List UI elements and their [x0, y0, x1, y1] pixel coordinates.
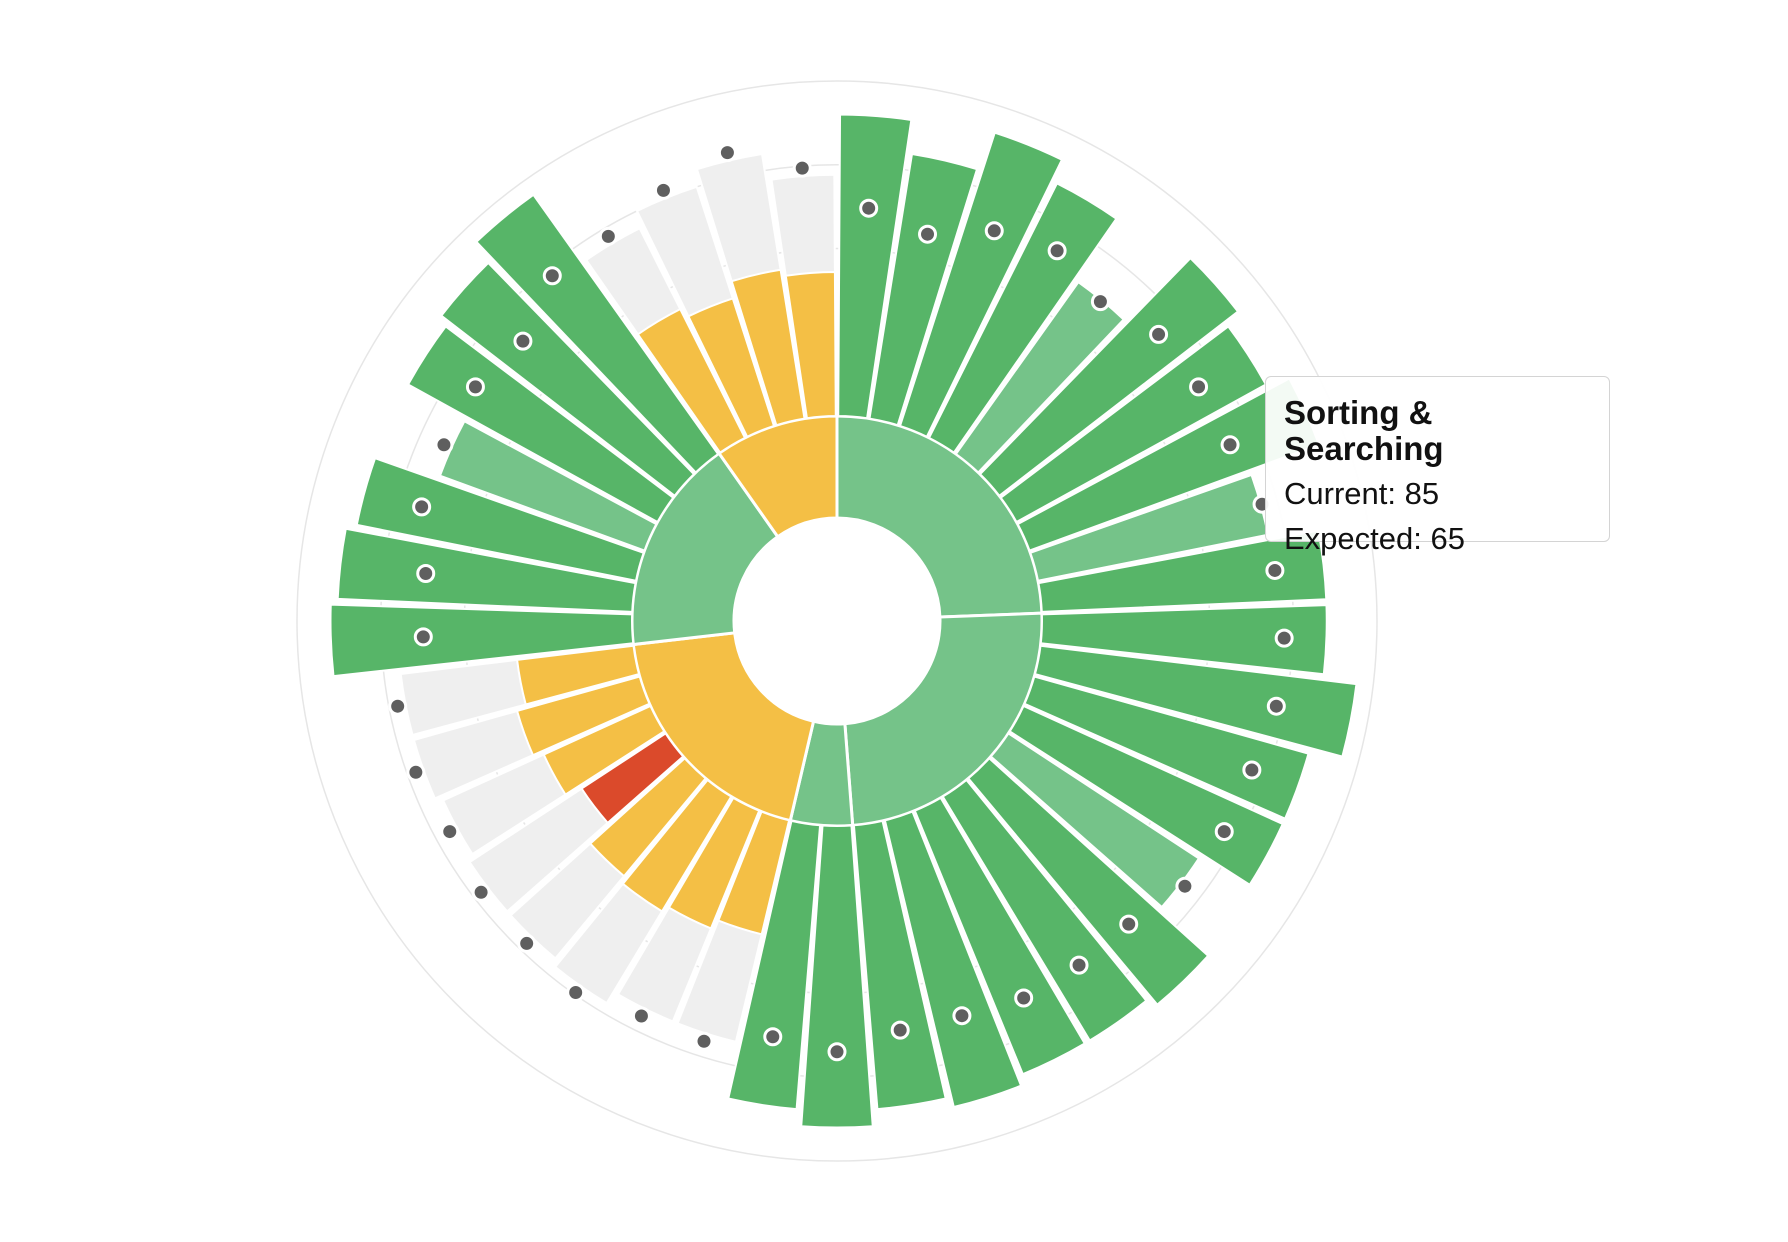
- expected-marker-25: [566, 983, 586, 1003]
- bar-30: [515, 644, 641, 706]
- expected-marker-33: [412, 497, 432, 517]
- expected-marker-34: [434, 435, 454, 455]
- bar-15: [989, 732, 1201, 909]
- bar-20: [852, 819, 947, 1111]
- grid-circle-3: [296, 80, 1378, 1162]
- expected-marker-35: [465, 377, 485, 397]
- expected-marker-40: [717, 143, 737, 163]
- bar-36: [439, 261, 696, 498]
- skill-bars: [329, 113, 1358, 1129]
- bar-2: [868, 152, 979, 427]
- tooltip-title: Sorting & Searching: [1284, 394, 1444, 467]
- expected-marker-28: [440, 822, 460, 842]
- expected-marker-39: [653, 180, 673, 200]
- expected-marker-26: [517, 933, 537, 953]
- expected-marker-21: [827, 1042, 847, 1062]
- expected-marker-15: [1175, 876, 1195, 896]
- expected-marker-29: [406, 762, 426, 782]
- bar-1: [837, 113, 913, 420]
- expected-marker-23: [694, 1031, 714, 1051]
- bar-27: [580, 732, 685, 825]
- tooltip-expected: Expected: 65: [1284, 521, 1465, 556]
- expected-marker-24: [631, 1006, 651, 1026]
- expected-marker-1: [859, 198, 879, 218]
- expected-marker-6: [1149, 324, 1169, 344]
- expected-marker-17: [1069, 955, 1089, 975]
- bar-17: [941, 778, 1148, 1042]
- tooltip-current: Current: 85: [1284, 476, 1440, 511]
- bar-13: [1023, 675, 1310, 820]
- bar-38: [636, 307, 747, 455]
- expected-marker-14: [1214, 822, 1234, 842]
- bar-3: [898, 131, 1064, 439]
- expected-marker-32: [416, 564, 436, 584]
- bar-25: [621, 778, 733, 913]
- expected-marker-13: [1242, 760, 1262, 780]
- bar-21: [800, 824, 874, 1129]
- expected-marker-7: [1189, 377, 1209, 397]
- expected-marker-19: [952, 1006, 972, 1026]
- expected-marker-41: [792, 158, 812, 178]
- category-sectors: [630, 414, 1044, 828]
- bar-40: [730, 268, 806, 427]
- bar-18: [913, 796, 1087, 1076]
- expected-markers: [388, 143, 1294, 1062]
- bar-16: [966, 756, 1210, 1007]
- expected-marker-31: [413, 627, 433, 647]
- bar-14: [1008, 704, 1285, 887]
- bar-7: [999, 325, 1268, 524]
- bar-12: [1033, 644, 1358, 758]
- expected-marker-22: [763, 1027, 783, 1047]
- bar-32: [336, 527, 637, 613]
- expected-marker-30: [388, 696, 408, 716]
- expected-marker-20: [890, 1020, 910, 1040]
- bar-19: [883, 810, 1023, 1109]
- bar-34: [438, 419, 658, 552]
- bar-10: [1037, 529, 1328, 613]
- expected-marker-12: [1266, 696, 1286, 716]
- bar-23: [717, 810, 791, 936]
- bar-11: [1039, 604, 1328, 676]
- expected-marker-16: [1119, 914, 1139, 934]
- bar-6: [978, 256, 1240, 498]
- bar-24: [667, 796, 761, 930]
- bar-28: [542, 704, 666, 796]
- expected-marker-2: [918, 224, 938, 244]
- bar-31: [329, 603, 635, 678]
- bar-5: [954, 280, 1126, 474]
- expected-marker-10: [1265, 560, 1285, 580]
- bar-9: [1029, 473, 1270, 582]
- expected-marker-27: [471, 882, 491, 902]
- expected-marker-8: [1220, 435, 1240, 455]
- expected-marker-11: [1274, 628, 1294, 648]
- bar-41: [784, 270, 837, 420]
- bar-29: [515, 675, 651, 757]
- bar-33: [355, 456, 645, 582]
- expected-marker-37: [542, 266, 562, 286]
- bar-39: [687, 297, 776, 439]
- expected-marker-18: [1014, 988, 1034, 1008]
- bar-26: [588, 756, 708, 878]
- bar-22: [727, 819, 822, 1111]
- expected-marker-3: [984, 221, 1004, 241]
- bar-35: [406, 325, 675, 524]
- expected-marker-38: [598, 226, 618, 246]
- bar-4: [927, 182, 1118, 455]
- expected-marker-36: [513, 331, 533, 351]
- expected-marker-4: [1047, 241, 1067, 261]
- expected-marker-5: [1090, 292, 1110, 312]
- bar-37: [475, 193, 720, 474]
- tooltip: Sorting & Searching Current: 85 Expected…: [1265, 376, 1610, 556]
